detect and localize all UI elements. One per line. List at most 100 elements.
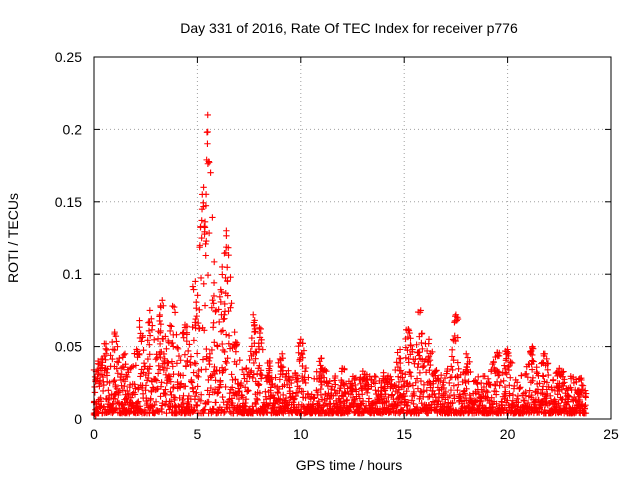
- data-point: [220, 399, 227, 406]
- data-point: [144, 355, 152, 363]
- data-point: [295, 349, 302, 356]
- data-point: [387, 373, 394, 380]
- data-point: [210, 319, 217, 327]
- data-point: [276, 355, 284, 363]
- data-point: [257, 367, 265, 374]
- data-point: [156, 317, 163, 325]
- data-point: [429, 348, 436, 356]
- data-point: [225, 332, 233, 339]
- data-point: [206, 354, 214, 362]
- x-tick-label: 15: [396, 426, 412, 442]
- data-point: [227, 273, 234, 281]
- data-point: [407, 373, 415, 380]
- data-point: [155, 362, 162, 369]
- data-point: [183, 323, 191, 330]
- data-point: [495, 371, 503, 379]
- data-point: [299, 362, 306, 370]
- data-point: [484, 375, 492, 382]
- data-point: [351, 397, 359, 405]
- data-point: [225, 340, 233, 347]
- data-point: [294, 375, 302, 382]
- data-point: [494, 368, 501, 375]
- data-point: [220, 316, 227, 323]
- data-point: [148, 315, 155, 323]
- data-point: [556, 365, 563, 372]
- data-point: [370, 378, 377, 386]
- data-point: [182, 363, 190, 370]
- data-point: [433, 367, 440, 374]
- data-point: [119, 400, 126, 408]
- data-point: [136, 324, 143, 331]
- data-point: [95, 361, 103, 368]
- data-point: [352, 374, 360, 382]
- data-point: [511, 382, 518, 390]
- data-point: [462, 379, 469, 387]
- data-point: [323, 367, 330, 375]
- data-point: [219, 271, 226, 278]
- data-point: [248, 367, 255, 374]
- data-point: [194, 401, 201, 409]
- data-point: [115, 389, 122, 396]
- data-point: [146, 307, 154, 314]
- data-point: [523, 370, 530, 377]
- data-point: [224, 354, 231, 362]
- data-point: [440, 384, 448, 392]
- data-point: [202, 202, 210, 209]
- data-point: [363, 389, 371, 396]
- data-point: [266, 369, 273, 376]
- data-point: [107, 352, 114, 359]
- data-point: [503, 355, 510, 362]
- data-point: [278, 350, 286, 358]
- data-point: [449, 399, 456, 406]
- data-point: [530, 345, 537, 352]
- data-point: [394, 373, 402, 380]
- data-point: [454, 334, 461, 341]
- data-point: [383, 397, 390, 405]
- data-point: [201, 327, 208, 334]
- data-point: [202, 252, 209, 259]
- data-point: [138, 338, 145, 345]
- data-point: [208, 346, 216, 354]
- data-point: [423, 387, 431, 394]
- data-point: [455, 365, 462, 373]
- data-point: [331, 372, 339, 380]
- data-point: [232, 376, 239, 383]
- data-point: [193, 350, 201, 357]
- data-point: [403, 387, 410, 395]
- data-point: [159, 399, 166, 407]
- data-point: [205, 229, 213, 237]
- x-tick-label: 20: [500, 426, 516, 442]
- data-point: [413, 341, 420, 348]
- data-point: [464, 360, 471, 368]
- data-point: [556, 383, 564, 390]
- data-point: [450, 382, 458, 389]
- data-point: [210, 292, 218, 300]
- data-point: [533, 363, 540, 371]
- data-point: [246, 373, 253, 380]
- data-point: [382, 375, 389, 383]
- data-point: [191, 392, 199, 400]
- data-point: [221, 300, 228, 308]
- data-point: [256, 362, 263, 369]
- data-point: [255, 381, 263, 388]
- data-point: [338, 368, 346, 375]
- data-point: [463, 350, 470, 358]
- data-point: [216, 318, 223, 326]
- data-point: [225, 307, 232, 315]
- data-point: [515, 399, 522, 406]
- data-point: [328, 383, 336, 390]
- data-point: [119, 363, 126, 371]
- data-point: [528, 360, 535, 368]
- data-point: [92, 378, 99, 385]
- data-point: [279, 354, 286, 362]
- data-point: [136, 334, 144, 342]
- data-point: [200, 184, 207, 191]
- data-point: [182, 383, 189, 390]
- data-point: [540, 373, 547, 380]
- data-point: [448, 346, 456, 353]
- data-point: [206, 391, 213, 398]
- data-point: [266, 359, 273, 367]
- data-point: [105, 394, 113, 402]
- data-point: [231, 328, 238, 336]
- data-point: [191, 406, 198, 414]
